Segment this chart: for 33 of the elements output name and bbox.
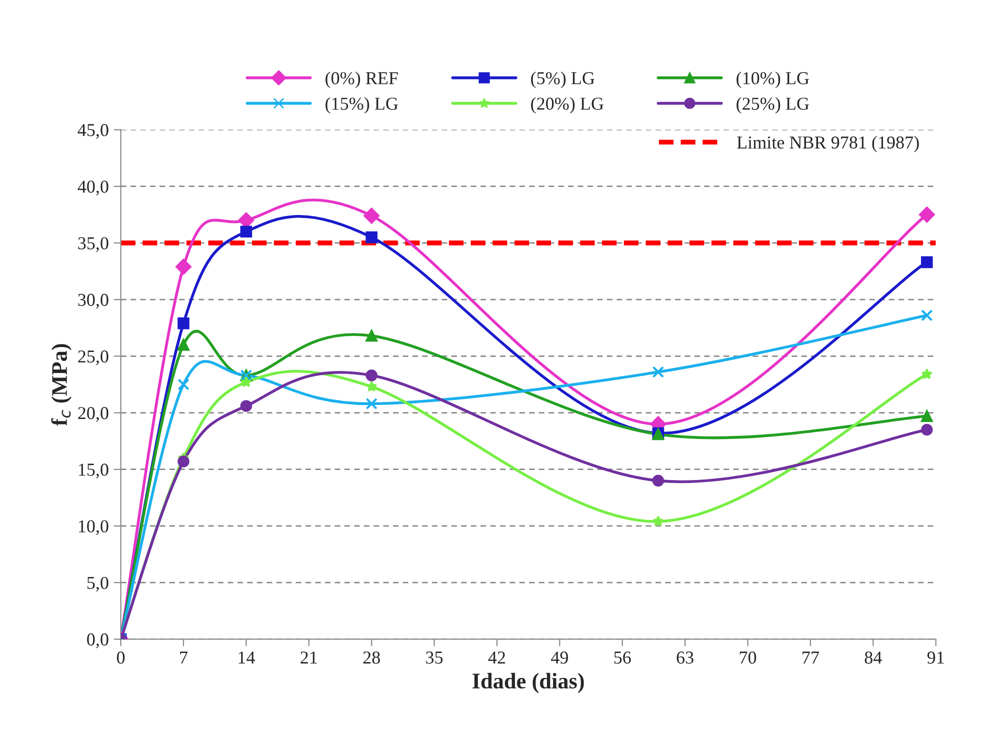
x-tick-label: 70 (740, 652, 756, 664)
y-tick-label: 45,0 (78, 124, 108, 139)
legend-label: (15%) LG (326, 97, 398, 114)
x-tick-label: 77 (802, 652, 819, 664)
x-tick-label: 21 (300, 652, 317, 664)
legend-label: (10%) LG (736, 72, 809, 88)
legend-label: (25%) LG (736, 97, 809, 114)
x-tick-label: 14 (238, 652, 255, 664)
y-tick-label: 35,0 (78, 237, 108, 252)
x-tick-label: 91 (927, 652, 944, 664)
x-tick-label: 42 (488, 652, 505, 664)
x-tick-label: 63 (676, 652, 694, 664)
y-tick-label: 20,0 (78, 407, 108, 422)
legend-label: Limite NBR 9781 (1987) (737, 136, 919, 152)
legend-label: (5%) LG (531, 72, 594, 88)
x-tick-label: 56 (614, 652, 631, 664)
x-tick-label: 49 (550, 652, 568, 664)
y-tick-label: 15,0 (78, 464, 108, 478)
y-tick-label: 25,0 (78, 350, 108, 366)
legend-label: (0%) REF (326, 72, 398, 88)
x-axis-title: Idade (dias) (472, 672, 584, 694)
y-axis-title: f$_{c}$ (MPa) (51, 344, 72, 426)
y-tick-label: 5,0 (87, 576, 108, 592)
legend-label: (20%) LG (531, 97, 604, 114)
y-tick-label: 30,0 (78, 294, 108, 309)
y-tick-label: 10,0 (78, 520, 108, 536)
y-tick-label: 0,0 (87, 633, 108, 648)
x-tick-label: 28 (363, 652, 380, 664)
x-tick-label: 7 (180, 652, 188, 664)
x-tick-label: 35 (426, 652, 443, 664)
y-tick-label: 40,0 (78, 180, 108, 196)
x-tick-label: 84 (864, 652, 882, 664)
x-tick-label: 0 (116, 652, 125, 664)
